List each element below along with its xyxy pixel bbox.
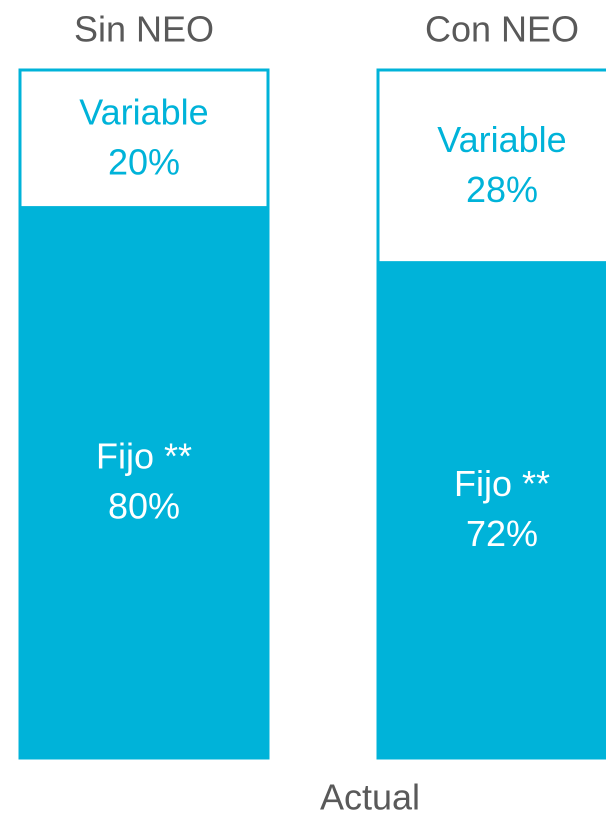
segment-name: Fijo ** <box>96 435 192 476</box>
bar-segment <box>18 206 270 760</box>
x-axis-label: Actual <box>320 777 420 817</box>
bar-segment <box>376 68 606 265</box>
segment-name: Variable <box>79 91 208 132</box>
data-label: 28% <box>466 169 538 210</box>
category-label: Con NEO <box>425 9 579 50</box>
segment-name: Variable <box>437 119 566 160</box>
bar-segment <box>376 261 606 760</box>
data-label: 72% <box>466 513 538 554</box>
data-label: 80% <box>108 485 180 526</box>
bar-segment <box>18 68 270 210</box>
data-label: 20% <box>108 141 180 182</box>
segment-name: Fijo ** <box>454 463 550 504</box>
category-label: Sin NEO <box>74 9 214 50</box>
